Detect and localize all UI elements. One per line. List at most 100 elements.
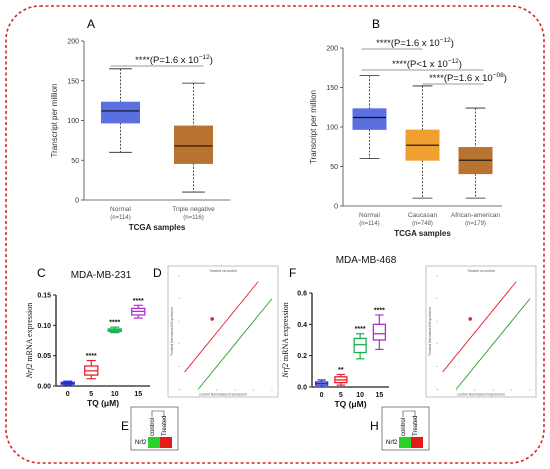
x-axis-label: TCGA samples [394,229,451,238]
y-axis-label: Nrf2 mRNA expression [281,302,290,379]
significance-pvalue: (P=1.6 x 10 [444,73,493,84]
box-triple-negative [174,125,213,164]
significance-label: ****(P<1 x 10−12) [392,58,462,70]
x-tick-label: African-american [451,212,501,219]
y-tick-label: 0.0 [297,385,307,392]
heatmap-h-col-label-treated: Treated [413,416,419,436]
chart-title: Treated vs control [467,269,495,273]
y-tick-label: 0.10 [37,323,51,330]
panel-letter-e: E [121,419,129,433]
box-tq-15 [372,323,387,341]
x-tick-label: Normal [110,206,132,213]
significance-pvalue: (P=1.6 x 10 [391,38,440,49]
y-axis-label-text: mRNA expression [281,302,290,363]
x-tick-count: (n=116) [183,215,203,221]
red-diagonal-line [442,281,517,373]
x-tick-count: (n=179) [465,221,486,227]
y-axis-label: Nrf2 mRNA expression [25,303,34,380]
box-normal [101,101,140,124]
significance-stars: **** [355,326,366,333]
y-axis-label-gene: Nrf2 [25,364,34,380]
x-tick-count: (n=114) [110,215,130,221]
significance-pvalue: (P=1.6 x 10 [150,55,199,66]
y-axis-label: Treated Normalized Expression [428,307,432,356]
significance-exponent: −12 [448,58,459,65]
data-point [468,317,473,321]
y-tick-label: 100 [326,125,338,132]
figure-frame [5,5,545,464]
plot-area [167,265,279,398]
y-tick-label: 0.05 [37,353,51,360]
significance-stars: **** [376,38,391,49]
heatmap-h: control Treated Nrf2 [381,406,430,451]
red-diagonal-line [184,281,259,373]
y-tick-label: 0.2 [297,353,307,360]
data-point [210,317,214,321]
y-axis-label: Transcript per million [50,84,59,158]
panel-letter-a: A [87,17,95,31]
x-axis-label: TQ (μM) [334,399,366,409]
chart-title: Treated vs control [209,269,237,273]
y-axis-label: Treated Normalized Expression [170,307,174,356]
x-tick-count: (n=114) [359,221,379,227]
y-tick-label: 0.15 [37,293,51,300]
green-diagonal-line [456,298,531,390]
significance-label: ****(P=1.6 x 10−08) [429,72,507,84]
significance-stars: **** [392,59,407,70]
x-tick-label: 0 [320,392,324,399]
heatmap-h-row-label: Nrf2 [386,440,398,446]
x-axis-label: TQ (μM) [87,398,119,408]
heatmap-h-tile-control [399,437,411,448]
significance-exponent: −12 [440,37,451,44]
heatmap-e-tile-treated [160,437,172,448]
significance-stars: **** [374,307,385,314]
y-tick-label: 0 [75,198,79,205]
chart-title: MDA-MB-231 [71,270,132,281]
y-tick-label: 0.00 [37,384,51,391]
chart-f-mda-mb-468: MDA-MB-468 0.0 0.2 0.4 0.6 Nrf2 mRNA expressi… [281,255,397,409]
significance-label: ****(P=1.6 x 10−12) [376,37,454,49]
significance-close: ) [459,59,462,70]
x-tick-label: Triple negative [172,206,215,213]
panel-letter-c: C [37,266,46,280]
green-diagonal-line [198,298,273,390]
heatmap-e-tile-control [148,437,160,448]
box-normal [352,108,387,130]
significance-close: ) [504,73,507,84]
heatmap-e-col-label-control: control [150,418,156,436]
x-tick-label: 5 [339,392,343,399]
x-tick-count: (n=748) [412,221,433,227]
chart-d-scatter: Treated vs control control Normalized Exp… [167,265,279,398]
y-tick-label: 0 [334,204,338,211]
x-tick-label: 5 [89,391,93,398]
panel-letter-h: H [370,419,379,433]
heatmap-e-dendrogram [151,410,165,417]
heatmap-e: control Treated Nrf2 [130,406,179,451]
panel-letter-f: F [289,266,296,280]
y-tick-label: 200 [67,39,79,46]
y-axis-label: Transcript per million [309,90,318,164]
significance-close: ) [210,55,213,66]
x-axis-label: control Normalized Expression [457,393,505,397]
y-tick-label: 150 [326,85,338,92]
x-tick-label: 0 [66,391,70,398]
heatmap-e-row-label: Nrf2 [135,440,147,446]
y-axis-label-text: mRNA expression [25,303,34,364]
plot-area [425,265,537,398]
y-tick-label: 200 [326,46,338,53]
significance-stars: **** [133,298,144,305]
panel-letter-d: D [153,266,162,280]
significance-label: ****(P=1.6 x 10−12) [135,54,213,66]
y-axis-label-gene: Nrf2 [281,363,290,379]
y-tick-label: 50 [330,164,338,171]
significance-stars: **** [135,55,150,66]
significance-stars: **** [429,73,444,84]
x-tick-label: 10 [111,391,119,398]
box-tq-10 [353,337,367,354]
y-tick-label: 0.4 [297,322,307,329]
x-axis-label: control Normalized Expression [199,393,247,397]
heatmap-e-col-label-treated: Treated [162,416,168,436]
y-tick-label: 50 [71,158,79,165]
